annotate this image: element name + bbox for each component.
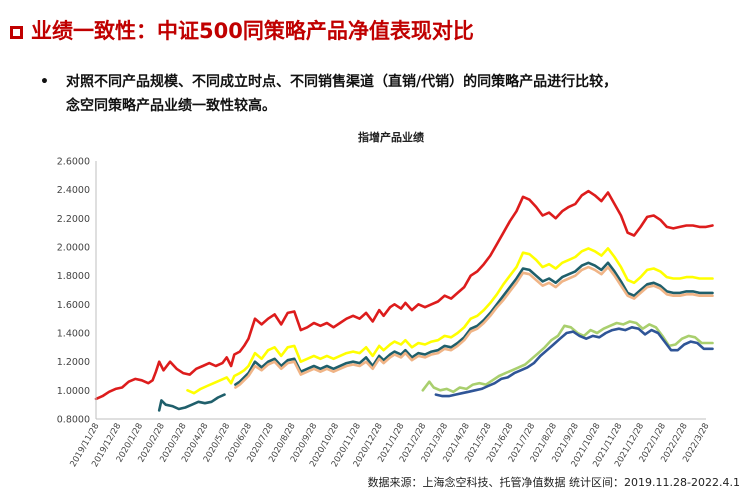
series-line-2 [186, 247, 714, 395]
series-line-7 [434, 325, 714, 398]
y-tick-label: 1.4000 [57, 329, 90, 340]
series-line-4 [234, 265, 714, 389]
slide-title: 业绩一致性：中证500同策略产品净值表现对比 [10, 18, 474, 44]
slide-title-text: 业绩一致性：中证500同策略产品净值表现对比 [31, 19, 474, 43]
bullet-line-2: 念空同策略产品业绩一致性较高。 [66, 98, 276, 114]
y-tick-label: 2.4000 [57, 185, 90, 196]
data-source-note: 数据来源：上海念空科技、托管净值数据 统计区间：2019.11.28-2022.… [367, 476, 740, 489]
y-tick-label: 1.2000 [57, 357, 90, 368]
bullet-dot-icon: • [40, 74, 49, 90]
series-line-5 [157, 393, 226, 412]
series-layer [94, 189, 714, 412]
bullet-line-1: 对照不同产品规模、不同成立时点、不同销售渠道（直销/代销）的同策略产品进行比较， [66, 74, 618, 90]
y-tick-label: 0.8000 [57, 415, 90, 426]
y-tick-label: 1.0000 [57, 386, 90, 397]
chart-title: 指增产品业绩 [358, 130, 424, 144]
bullet-paragraph: • 对照不同产品规模、不同成立时点、不同销售渠道（直销/代销）的同策略产品进行比… [40, 70, 744, 118]
y-tick-label: 1.8000 [57, 271, 90, 282]
series-line-3 [234, 261, 714, 386]
y-tick-label: 1.6000 [57, 300, 90, 311]
y-tick-label: 2.6000 [57, 157, 90, 168]
y-tick-label: 2.2000 [57, 214, 90, 225]
y-tick-label: 2.0000 [57, 243, 90, 254]
series-line-1 [94, 189, 714, 401]
square-bullet-icon [10, 26, 23, 39]
